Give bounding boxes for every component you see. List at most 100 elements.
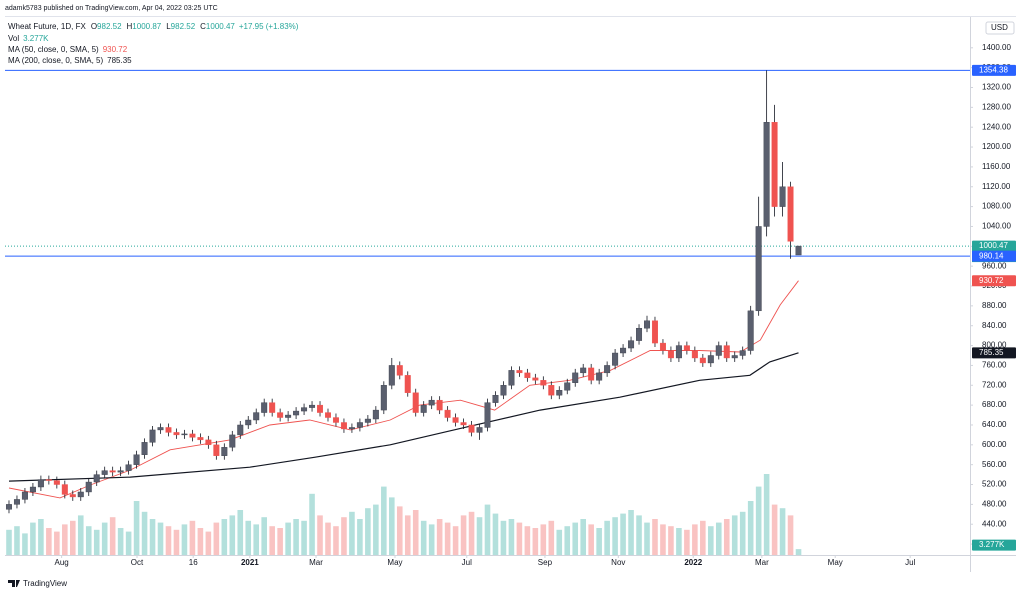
candle-body <box>771 122 778 207</box>
ohlc-key: O <box>91 22 97 31</box>
candle-body <box>612 352 619 366</box>
x-tick-label: May <box>387 558 402 567</box>
candle-body <box>739 350 746 356</box>
candle-body <box>731 355 738 359</box>
ma-badge: 930.72 <box>979 276 1004 285</box>
volume-bar <box>468 511 475 555</box>
x-tick-label: Mar <box>309 558 323 567</box>
candle-body <box>452 417 459 423</box>
candle-body <box>197 437 204 441</box>
volume-bar <box>660 524 666 555</box>
volume-bar <box>261 517 267 555</box>
ohlc-value: 982.52 <box>171 22 196 31</box>
volume-bar <box>620 513 626 555</box>
y-tick-label: 1400.00 <box>982 43 1011 52</box>
volume-bar <box>787 515 794 555</box>
candle-body <box>667 350 674 359</box>
volume-bar <box>452 526 459 555</box>
candle-body <box>340 422 347 430</box>
candle-body <box>412 392 419 413</box>
candle-body <box>763 122 770 227</box>
volume-bar <box>325 522 331 555</box>
volume-bar <box>293 519 299 555</box>
x-tick-label: Nov <box>611 558 625 567</box>
volume-bar <box>69 520 76 555</box>
candle-body <box>325 412 331 418</box>
x-tick-label: Jul <box>462 558 472 567</box>
volume-bar <box>133 501 140 555</box>
candle-body <box>93 474 100 483</box>
volume-bar <box>412 510 419 555</box>
volume-bar <box>181 524 188 555</box>
candle-body <box>285 414 292 418</box>
volume-bar <box>676 528 682 555</box>
y-tick-label: 800.00 <box>982 341 1007 350</box>
volume-bar <box>723 519 730 555</box>
candle-body <box>699 357 706 364</box>
candle-body <box>524 372 531 379</box>
candle-body <box>795 245 802 256</box>
y-tick-label: 1040.00 <box>982 222 1011 231</box>
candle-body <box>301 407 308 412</box>
volume-bar <box>341 517 347 555</box>
candle-body <box>596 372 603 381</box>
candle-body <box>500 385 507 396</box>
high-badge-bg <box>972 64 1016 76</box>
candle-body <box>13 499 20 505</box>
volume-bar <box>6 529 12 555</box>
candles <box>5 70 802 514</box>
y-tick-label: 640.00 <box>982 420 1007 429</box>
high-badge: 1354.38 <box>979 66 1008 75</box>
legend-volume: Vol 3.277K <box>8 34 49 43</box>
volume-bar <box>357 519 363 555</box>
volume-bar <box>779 508 786 555</box>
volume-bar <box>500 520 507 555</box>
candle-body <box>309 404 316 408</box>
volume-bar <box>373 504 379 555</box>
volume-bar <box>14 526 20 555</box>
candle-body <box>620 347 627 354</box>
volume-bar <box>149 519 156 555</box>
volume-bar <box>580 519 586 555</box>
volume-bar <box>596 528 602 555</box>
x-tick-label: Aug <box>55 558 69 567</box>
candle-body <box>516 370 523 374</box>
candle-body <box>133 454 140 465</box>
volume-bar <box>747 501 754 555</box>
volume-bar <box>404 515 411 555</box>
candle-body <box>604 365 611 374</box>
candle-body <box>21 491 28 500</box>
volume-bar <box>285 522 291 555</box>
candle-body <box>53 480 60 485</box>
candle-body <box>755 226 762 312</box>
legend-ma: MA (50, close, 0, SMA, 5) 930.72 <box>8 45 128 54</box>
volume-bar <box>205 531 212 555</box>
ma-badge: 785.35 <box>979 348 1004 357</box>
volume-bar <box>636 515 642 555</box>
volume-bar <box>556 529 563 555</box>
volume-bar <box>771 504 778 555</box>
volume-bar <box>237 510 244 555</box>
candle-body <box>125 464 132 471</box>
y-tick-label: 1160.00 <box>982 162 1011 171</box>
candle-body <box>404 375 411 393</box>
ohlc-value: 982.52 <box>97 22 122 31</box>
volume-bar <box>389 497 395 555</box>
volume-bar <box>572 522 579 555</box>
candle-body <box>388 365 395 386</box>
ohlc-value: 1000.87 <box>132 22 161 31</box>
volume-bar <box>117 528 124 555</box>
candle-body <box>5 504 12 510</box>
volume-bar <box>213 522 220 555</box>
x-tick-label: Oct <box>131 558 144 567</box>
candle-body <box>213 444 220 456</box>
legend-main: Wheat Future, 1D, FX O982.52 H1000.87 L982.… <box>8 22 299 31</box>
candle-body <box>747 310 754 351</box>
candle-body <box>420 404 427 413</box>
candle-body <box>460 422 467 426</box>
candle-body <box>723 345 730 359</box>
y-tick-label: 1280.00 <box>982 102 1011 111</box>
footer-logo: TradingView <box>8 579 67 588</box>
candle-body <box>659 342 666 351</box>
